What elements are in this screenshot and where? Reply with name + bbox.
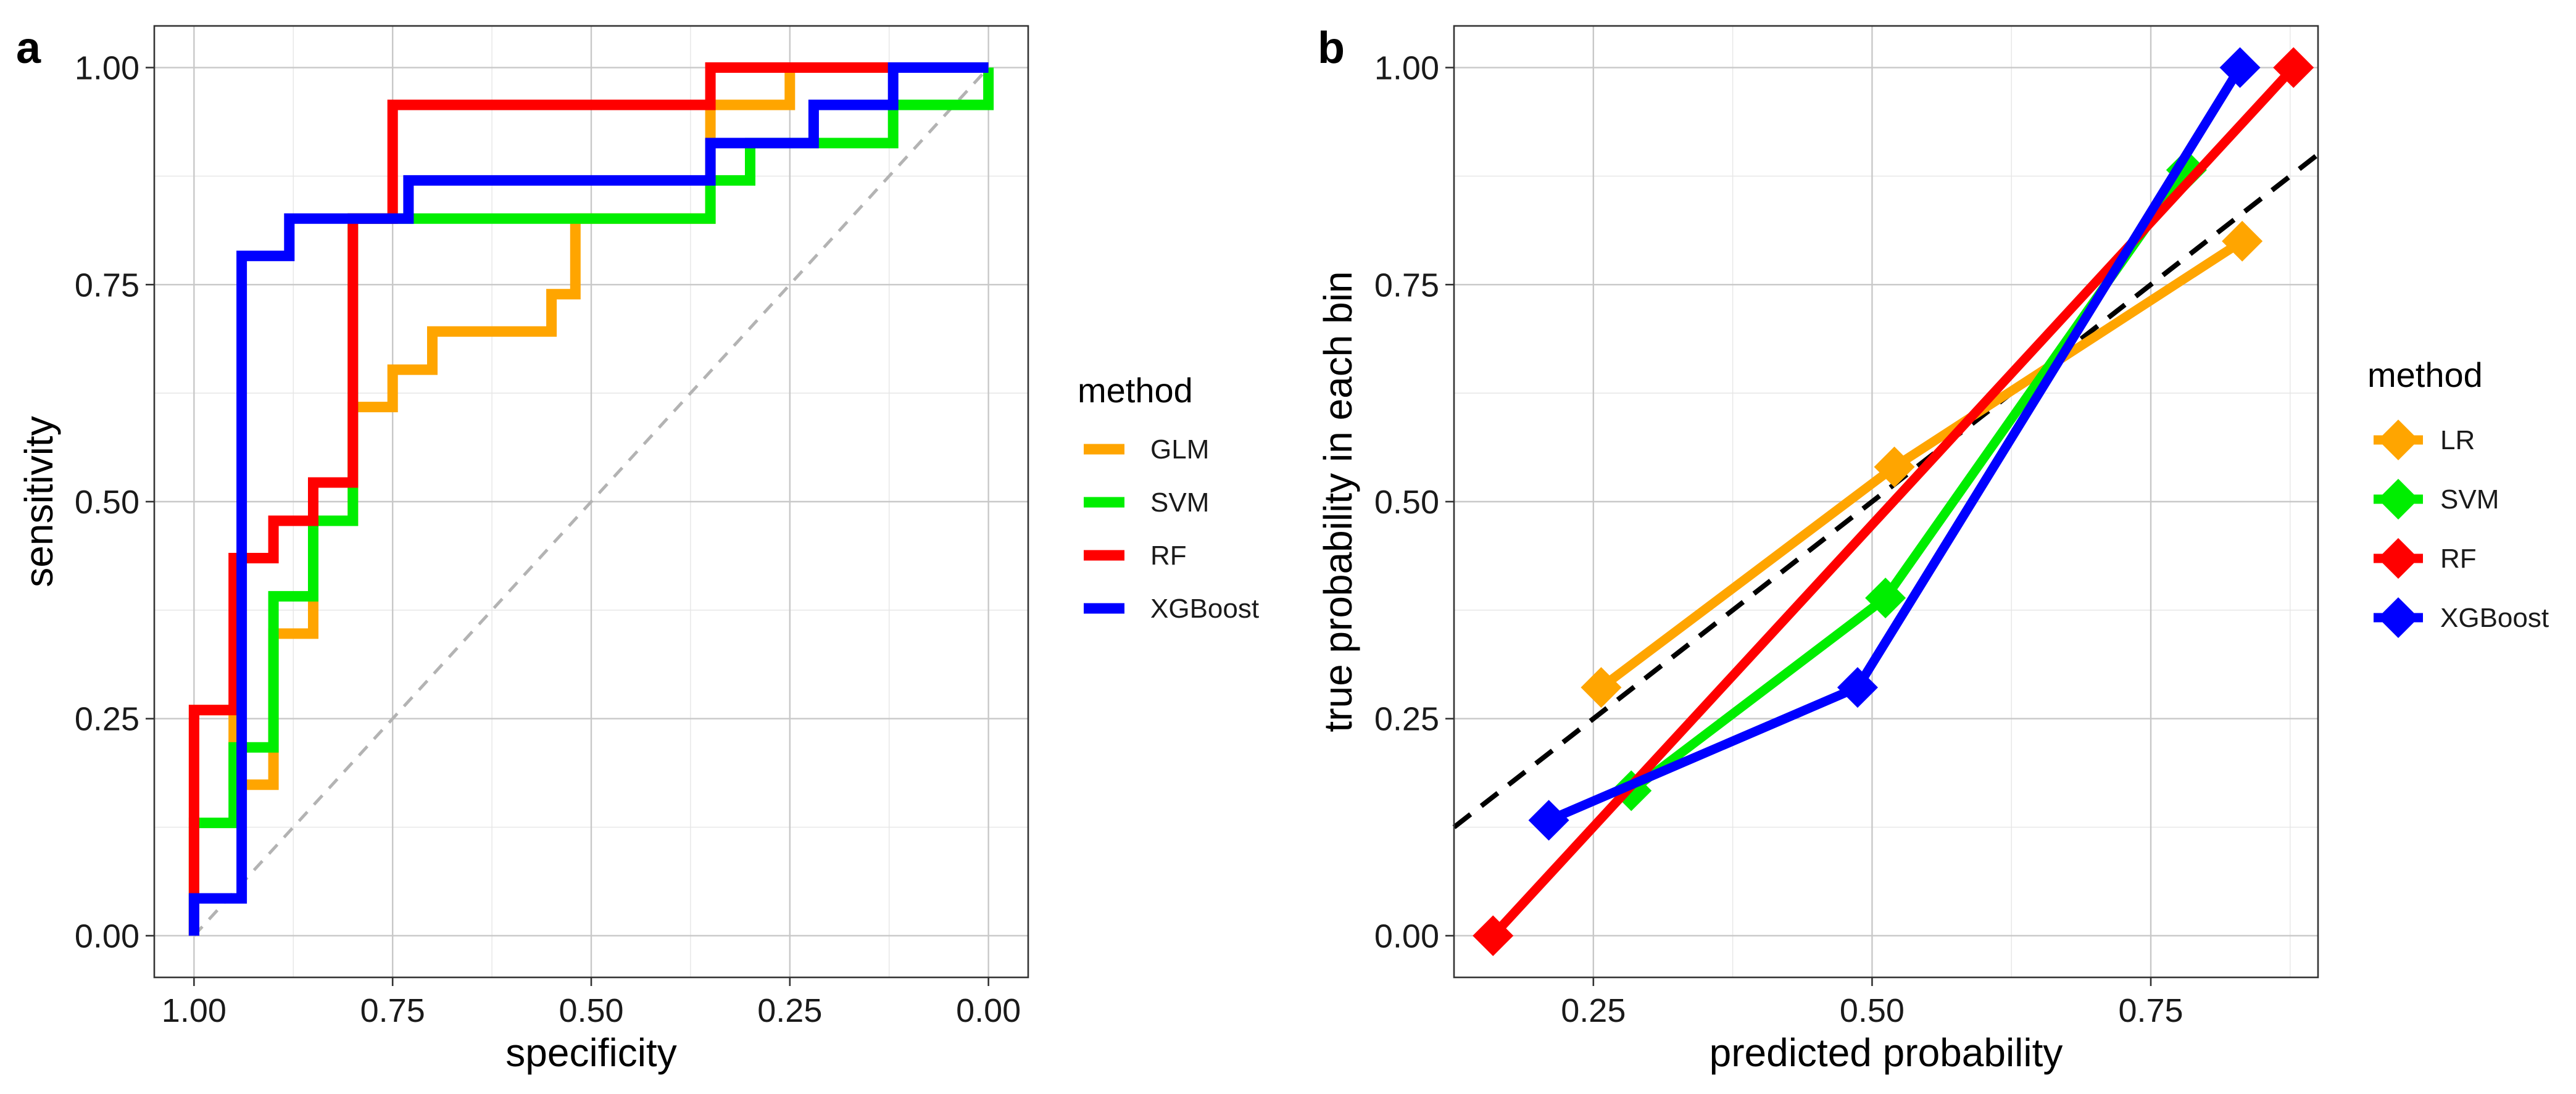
panel-b-legend: method LR SVM RF XGBoost bbox=[2367, 355, 2549, 638]
panel-b-legend-title: method bbox=[2367, 355, 2483, 394]
series-line-xgboost bbox=[188, 62, 989, 936]
y-tick-label: 0.00 bbox=[1374, 918, 1439, 955]
panel-a-legend: method GLM SVM RF XGBoost bbox=[1078, 371, 1259, 624]
panel-b-label: b bbox=[1318, 23, 1345, 73]
data-point-rf bbox=[1473, 915, 1514, 956]
y-tick-label: 0.50 bbox=[75, 484, 139, 521]
legend-label-lr: LR bbox=[2440, 425, 2475, 455]
x-tick-label: 0.50 bbox=[559, 992, 623, 1029]
panel-b-x-axis-title: predicted probability bbox=[1710, 1030, 2063, 1075]
y-tick-label: 0.25 bbox=[75, 701, 139, 738]
legend-label-rf: RF bbox=[2440, 544, 2477, 574]
x-tick-label: 0.25 bbox=[1561, 992, 1626, 1029]
panel-a-x-axis-title: specificity bbox=[505, 1030, 676, 1075]
data-point-lr bbox=[2222, 220, 2263, 262]
x-tick-label: 0.75 bbox=[2118, 992, 2183, 1029]
x-tick-label: 0.75 bbox=[360, 992, 425, 1029]
reference-identity-line bbox=[1452, 152, 2320, 829]
y-tick-label: 1.00 bbox=[75, 50, 139, 87]
x-tick-label: 0.00 bbox=[956, 992, 1021, 1029]
series-line-xgboost bbox=[1547, 65, 2244, 825]
legend-key-svm bbox=[2374, 479, 2423, 520]
legend-key-rf bbox=[2374, 538, 2423, 579]
y-tick-label: 0.50 bbox=[1374, 484, 1439, 521]
legend-label-xgboost: XGBoost bbox=[1150, 594, 1259, 624]
legend-label-glm: GLM bbox=[1150, 434, 1209, 465]
panel-b-series bbox=[1473, 47, 2314, 956]
panel-a-label: a bbox=[16, 23, 41, 73]
legend-label-svm: SVM bbox=[1150, 487, 1209, 518]
legend-label-xgboost: XGBoost bbox=[2440, 603, 2549, 633]
data-point-lr bbox=[1874, 446, 1915, 487]
reference-diagonal-line bbox=[193, 66, 990, 937]
data-point-lr bbox=[1581, 667, 1622, 708]
y-tick-label: 0.25 bbox=[1374, 701, 1439, 738]
data-point-xgboost bbox=[2219, 47, 2261, 88]
x-tick-label: 0.50 bbox=[1840, 992, 1905, 1029]
y-tick-label: 0.00 bbox=[75, 918, 139, 955]
data-point-xgboost bbox=[1837, 667, 1878, 708]
data-point-xgboost bbox=[1528, 800, 1569, 841]
y-tick-label: 1.00 bbox=[1374, 50, 1439, 87]
panel-b-y-axis-title: true probability in each bin bbox=[1316, 271, 1360, 732]
legend-label-rf: RF bbox=[1150, 541, 1187, 571]
panel-a-reference-diagonal bbox=[193, 66, 990, 937]
legend-key-xgboost bbox=[2374, 597, 2423, 638]
x-tick-label: 1.00 bbox=[162, 992, 226, 1029]
panel-a-series bbox=[188, 62, 994, 936]
y-tick-label: 0.75 bbox=[75, 267, 139, 304]
data-point-svm bbox=[1865, 578, 1906, 619]
panel-a-y-axis-title: sensitivity bbox=[17, 416, 61, 587]
panel-a-ticks: 1.00 0.75 0.50 0.25 0.00 0.00 0.25 0.50 0.75 1.00 bbox=[75, 50, 1021, 1029]
x-tick-label: 0.25 bbox=[757, 992, 822, 1029]
panel-a-legend-title: method bbox=[1078, 371, 1193, 410]
panel-a-roc-curve: a 1.00 0.75 0.50 0.25 0.000.000.250.500.751.… bbox=[16, 23, 1259, 1075]
data-point-rf bbox=[2273, 47, 2314, 88]
data-point-svm bbox=[2166, 149, 2207, 191]
legend-label-svm: SVM bbox=[2440, 484, 2499, 515]
panel-b-ticks: 0.25 0.50 0.75 0.00 0.25 0.50 0.75 1.00 bbox=[1374, 50, 2183, 1029]
panel-b-calibration-curve: b 0.25 0.50 0.75 0.00 0.25 0.50 0.75 1.00 predi… bbox=[1316, 23, 2549, 1075]
legend-key-lr bbox=[2374, 420, 2423, 460]
y-tick-label: 0.75 bbox=[1374, 267, 1439, 304]
panel-b-reference-identity-line bbox=[1452, 152, 2320, 829]
series-line-rf bbox=[188, 62, 894, 936]
